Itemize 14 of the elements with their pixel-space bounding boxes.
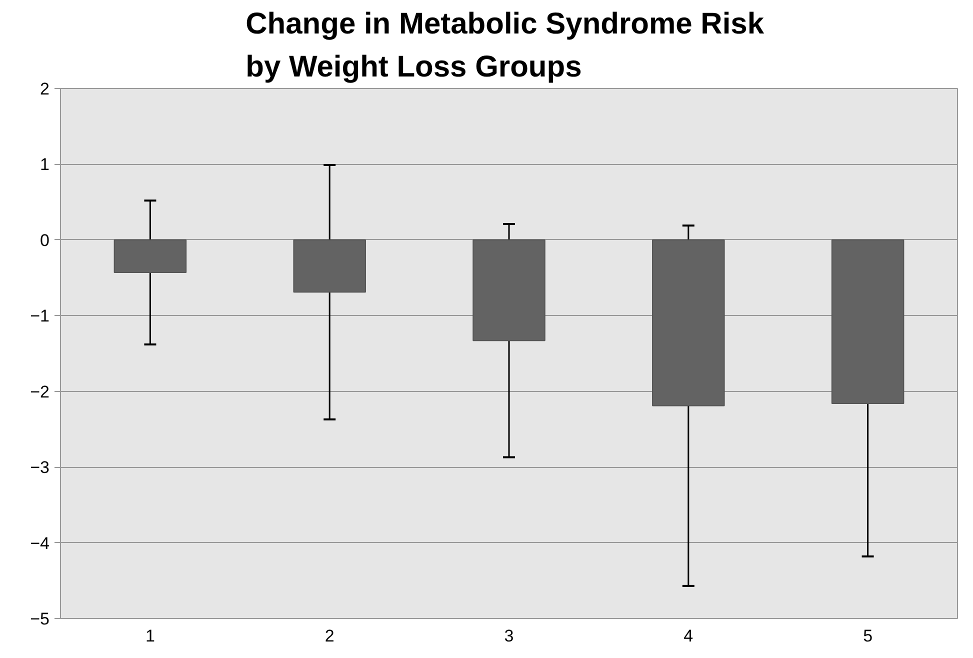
x-tick-label: 3 [504, 626, 514, 646]
chart-title: Change in Metabolic Syndrome Risk by Weight Loss Groups [246, 8, 764, 84]
x-tick-label: 2 [324, 626, 334, 646]
y-tick-label: −2 [30, 382, 50, 402]
y-tick-label: −1 [30, 306, 50, 326]
y-tick-label: 1 [40, 155, 50, 174]
x-tick-label: 5 [863, 626, 873, 646]
y-tick-label: 2 [40, 80, 50, 98]
y-tick-label: −4 [30, 534, 50, 553]
y-tick-label: −3 [30, 458, 50, 478]
x-tick-label: 4 [684, 626, 694, 646]
y-tick-label: −5 [30, 610, 50, 628]
y-tick-label: 0 [40, 230, 50, 250]
x-tick-label: 1 [145, 626, 155, 646]
